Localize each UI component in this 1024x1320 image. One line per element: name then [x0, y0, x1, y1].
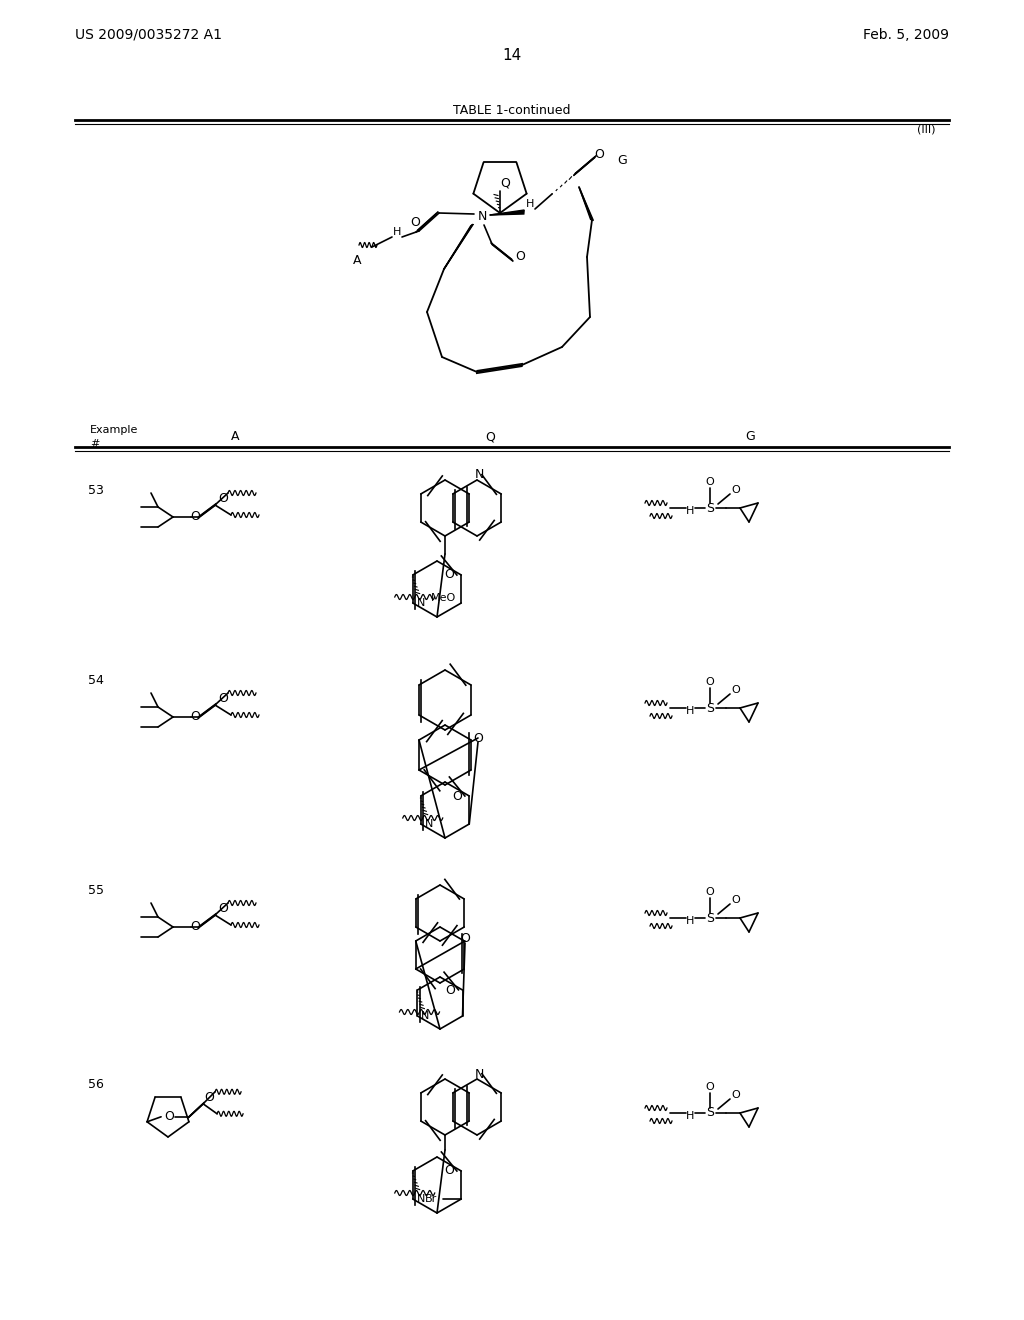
Text: S: S — [706, 701, 714, 714]
Text: O: O — [731, 484, 740, 495]
Text: H: H — [393, 227, 401, 238]
Polygon shape — [490, 210, 524, 215]
Text: O: O — [444, 1164, 455, 1177]
Polygon shape — [579, 187, 593, 220]
Text: H: H — [686, 706, 694, 715]
Text: A: A — [352, 255, 361, 268]
Text: 55: 55 — [88, 883, 104, 896]
Text: #: # — [90, 440, 99, 449]
Text: MeO: MeO — [431, 593, 456, 603]
Text: S: S — [706, 1106, 714, 1119]
Text: O: O — [444, 569, 455, 582]
Text: H: H — [686, 1111, 694, 1121]
Text: 53: 53 — [88, 483, 103, 496]
Text: S: S — [706, 912, 714, 924]
Text: N: N — [417, 598, 425, 609]
Text: A: A — [230, 430, 240, 444]
Polygon shape — [444, 224, 473, 269]
Text: O: O — [218, 903, 228, 916]
Text: TABLE 1-continued: TABLE 1-continued — [454, 103, 570, 116]
Text: N: N — [474, 1068, 483, 1081]
Text: Feb. 5, 2009: Feb. 5, 2009 — [863, 28, 949, 42]
Text: O: O — [473, 731, 483, 744]
Text: O: O — [445, 983, 456, 997]
Text: N: N — [477, 210, 486, 223]
Text: Example: Example — [90, 425, 138, 436]
Text: O: O — [515, 251, 525, 264]
Text: H: H — [686, 916, 694, 927]
Text: Q: Q — [485, 430, 495, 444]
Text: O: O — [190, 710, 200, 723]
Text: Br: Br — [425, 1195, 437, 1204]
Text: S: S — [706, 502, 714, 515]
Text: O: O — [218, 492, 228, 506]
Text: H: H — [686, 506, 694, 516]
Text: O: O — [190, 920, 200, 933]
Text: 56: 56 — [88, 1078, 103, 1092]
Text: O: O — [731, 1090, 740, 1100]
Text: O: O — [731, 895, 740, 906]
Text: N: N — [474, 469, 483, 482]
Text: O: O — [164, 1110, 174, 1123]
Text: 14: 14 — [503, 48, 521, 62]
Text: O: O — [460, 932, 470, 945]
Text: N: N — [425, 818, 433, 829]
Text: O: O — [204, 1092, 214, 1105]
Text: O: O — [731, 685, 740, 696]
Text: O: O — [706, 477, 715, 487]
Text: O: O — [218, 693, 228, 705]
Text: N: N — [421, 1011, 430, 1020]
Text: O: O — [706, 677, 715, 686]
Text: (III): (III) — [916, 125, 935, 135]
Text: G: G — [745, 430, 755, 444]
Text: O: O — [594, 148, 604, 161]
Text: 54: 54 — [88, 673, 103, 686]
Text: Q: Q — [500, 177, 510, 190]
Text: N: N — [417, 1195, 425, 1204]
Text: O: O — [706, 1082, 715, 1092]
Text: O: O — [706, 887, 715, 898]
Text: O: O — [410, 216, 420, 230]
Text: H: H — [525, 199, 535, 209]
Text: O: O — [190, 511, 200, 524]
Text: G: G — [617, 153, 627, 166]
Text: US 2009/0035272 A1: US 2009/0035272 A1 — [75, 28, 222, 42]
Text: O: O — [453, 789, 462, 803]
